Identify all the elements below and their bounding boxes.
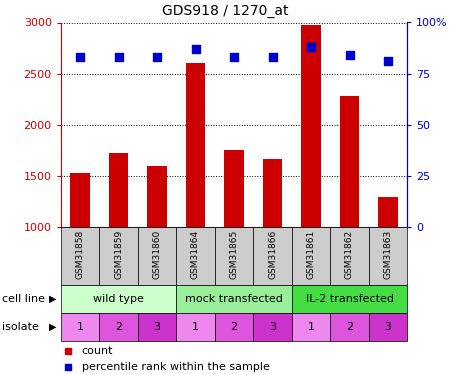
- Point: [384, 58, 392, 64]
- Bar: [148, 166, 166, 227]
- Text: percentile rank within the sample: percentile rank within the sample: [81, 362, 270, 372]
- Text: GSM31862: GSM31862: [345, 230, 354, 279]
- Bar: [330, 313, 369, 341]
- Bar: [302, 24, 320, 227]
- Bar: [99, 227, 138, 285]
- Text: 1: 1: [76, 322, 84, 332]
- Bar: [61, 285, 176, 313]
- Text: ▶: ▶: [49, 294, 56, 304]
- Point: [76, 54, 84, 60]
- Bar: [253, 313, 292, 341]
- Point: [307, 44, 315, 50]
- Bar: [225, 150, 243, 227]
- Point: [346, 52, 353, 58]
- Bar: [176, 313, 215, 341]
- Text: GSM31860: GSM31860: [153, 230, 162, 279]
- Text: GSM31866: GSM31866: [268, 230, 277, 279]
- Bar: [330, 227, 369, 285]
- Text: 3: 3: [269, 322, 276, 332]
- Text: 3: 3: [153, 322, 161, 332]
- Bar: [215, 313, 253, 341]
- Text: GSM31864: GSM31864: [191, 230, 200, 279]
- Bar: [109, 153, 128, 227]
- Text: 3: 3: [384, 322, 392, 332]
- Bar: [369, 313, 407, 341]
- Bar: [378, 197, 398, 227]
- Bar: [253, 227, 292, 285]
- Point: [230, 54, 238, 60]
- Bar: [369, 227, 407, 285]
- Text: GSM31863: GSM31863: [383, 230, 392, 279]
- Text: 2: 2: [346, 322, 353, 332]
- Text: 1: 1: [307, 322, 315, 332]
- Text: GSM31859: GSM31859: [114, 230, 123, 279]
- Text: GSM31858: GSM31858: [76, 230, 85, 279]
- Bar: [186, 63, 205, 227]
- Text: GSM31861: GSM31861: [306, 230, 315, 279]
- Bar: [70, 173, 90, 227]
- Bar: [292, 227, 330, 285]
- Text: wild type: wild type: [93, 294, 144, 304]
- Point: [269, 54, 276, 60]
- Bar: [176, 227, 215, 285]
- Text: cell line: cell line: [2, 294, 45, 304]
- Bar: [340, 96, 359, 227]
- Text: isolate: isolate: [2, 322, 39, 332]
- Point: [115, 54, 122, 60]
- Bar: [138, 313, 176, 341]
- Text: 2: 2: [230, 322, 238, 332]
- Text: GDS918 / 1270_at: GDS918 / 1270_at: [162, 4, 288, 18]
- Bar: [292, 313, 330, 341]
- Bar: [138, 227, 176, 285]
- Text: ▶: ▶: [49, 322, 56, 332]
- Bar: [263, 159, 282, 227]
- Bar: [215, 227, 253, 285]
- Text: 2: 2: [115, 322, 122, 332]
- Text: IL-2 transfected: IL-2 transfected: [306, 294, 393, 304]
- Bar: [292, 285, 407, 313]
- Text: GSM31865: GSM31865: [230, 230, 238, 279]
- Bar: [61, 227, 99, 285]
- Bar: [99, 313, 138, 341]
- Bar: [61, 313, 99, 341]
- Text: count: count: [81, 346, 113, 356]
- Text: mock transfected: mock transfected: [185, 294, 283, 304]
- Text: 1: 1: [192, 322, 199, 332]
- Point: [192, 46, 199, 52]
- Point: [153, 54, 161, 60]
- Bar: [176, 285, 292, 313]
